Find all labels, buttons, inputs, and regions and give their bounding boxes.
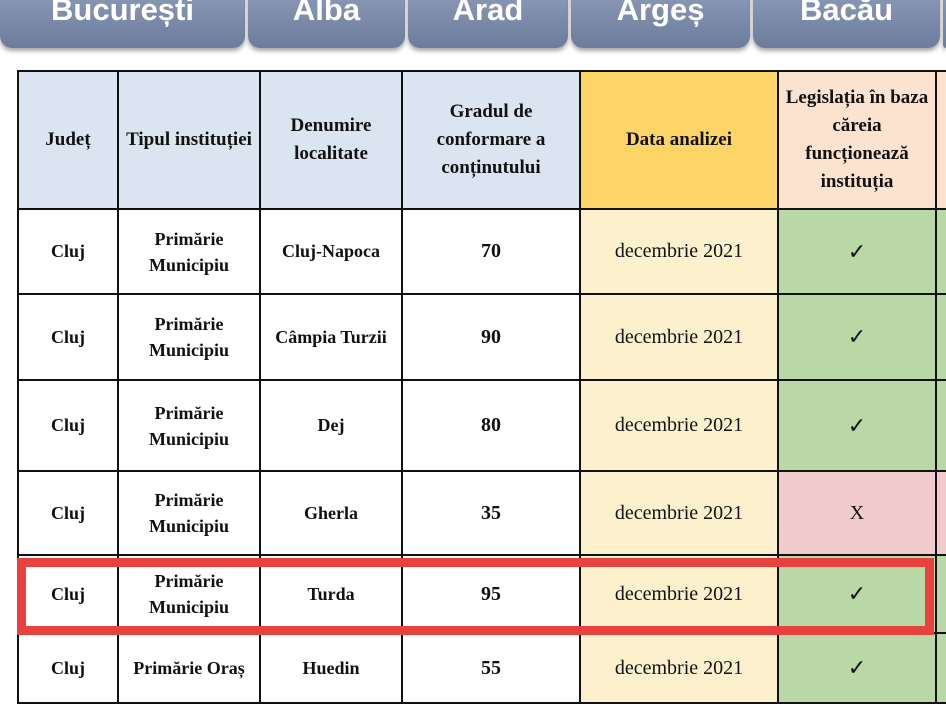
table-row: Cluj Primărie Oraș Huedin 55 decembrie 2021 ✓: [17, 632, 946, 704]
cell-grad: 90: [401, 293, 581, 381]
cell-legislatie: ✓: [777, 379, 937, 472]
cell-tip: Primărie Municipiu: [117, 554, 261, 634]
table-row: Cluj Primărie Municipiu Turda 95 decembrie 2…: [17, 554, 946, 634]
tab-bucuresti[interactable]: București: [0, 0, 245, 48]
header-grad: Gradul de conformare a conținutului: [401, 70, 581, 210]
header-extra: [935, 70, 946, 210]
cell-legislatie: ✓: [777, 293, 937, 381]
header-row: Județ Tipul instituției Denumire localit…: [17, 70, 946, 210]
cell-localitate: Dej: [259, 379, 403, 472]
header-legislatie: Legislația în baza căreia funcționează i…: [777, 70, 937, 210]
cell-data: decembrie 2021: [579, 293, 779, 381]
cell-localitate: Turda: [259, 554, 403, 634]
cell-grad: 95: [401, 554, 581, 634]
cell-legislatie: ✓: [777, 208, 937, 295]
cell-judet: Cluj: [17, 554, 119, 634]
header-tip: Tipul instituției: [117, 70, 261, 210]
cell-localitate: Cluj-Napoca: [259, 208, 403, 295]
table-row: Cluj Primărie Municipiu Câmpia Turzii 90 dec…: [17, 293, 946, 381]
tab-arges[interactable]: Argeș: [571, 0, 750, 48]
cell-judet: Cluj: [17, 470, 119, 556]
cell-judet: Cluj: [17, 632, 119, 704]
cell-tip: Primărie Municipiu: [117, 208, 261, 295]
tab-next[interactable]: [943, 0, 946, 48]
cell-grad: 70: [401, 208, 581, 295]
tab-bacau[interactable]: Bacău: [753, 0, 940, 48]
cell-legislatie: X: [777, 470, 937, 556]
cell-tip: Primărie Municipiu: [117, 379, 261, 472]
cell-grad: 55: [401, 632, 581, 704]
header-localitate: Denumire localitate: [259, 70, 403, 210]
table-row: Cluj Primărie Municipiu Dej 80 decembrie 202…: [17, 379, 946, 472]
cell-judet: Cluj: [17, 208, 119, 295]
cell-grad: 80: [401, 379, 581, 472]
cell-legislatie: ✓: [777, 632, 937, 704]
cell-tip: Primărie Municipiu: [117, 293, 261, 381]
cell-extra: [935, 632, 946, 704]
table-row: Cluj Primărie Municipiu Cluj-Napoca 70 decem…: [17, 208, 946, 295]
cell-localitate: Câmpia Turzii: [259, 293, 403, 381]
cell-data: decembrie 2021: [579, 554, 779, 634]
header-judet: Județ: [17, 70, 119, 210]
header-data: Data analizei: [579, 70, 779, 210]
cell-tip: Primărie Municipiu: [117, 470, 261, 556]
county-tabs: București Alba Arad Argeș Bacău: [0, 0, 946, 50]
cell-localitate: Huedin: [259, 632, 403, 704]
cell-extra: [935, 554, 946, 634]
institutions-table: Județ Tipul instituției Denumire localit…: [17, 70, 946, 704]
tab-alba[interactable]: Alba: [248, 0, 405, 48]
cell-legislatie: ✓: [777, 554, 937, 634]
cell-judet: Cluj: [17, 293, 119, 381]
cell-grad: 35: [401, 470, 581, 556]
cell-localitate: Gherla: [259, 470, 403, 556]
tab-arad[interactable]: Arad: [408, 0, 568, 48]
cell-data: decembrie 2021: [579, 379, 779, 472]
table-row: Cluj Primărie Municipiu Gherla 35 decembrie …: [17, 470, 946, 556]
cell-tip: Primărie Oraș: [117, 632, 261, 704]
cell-extra: [935, 293, 946, 381]
cell-extra: [935, 208, 946, 295]
cell-data: decembrie 2021: [579, 632, 779, 704]
cell-extra: [935, 379, 946, 472]
cell-extra: [935, 470, 946, 556]
cell-data: decembrie 2021: [579, 470, 779, 556]
cell-data: decembrie 2021: [579, 208, 779, 295]
cell-judet: Cluj: [17, 379, 119, 472]
